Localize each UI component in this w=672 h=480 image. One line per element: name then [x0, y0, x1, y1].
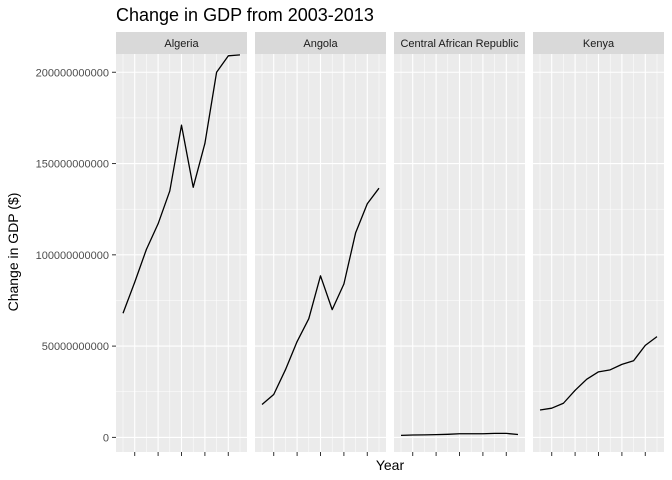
facet-panel-kenya: Kenya [533, 32, 664, 452]
y-axis-title: Change in GDP ($) [5, 193, 21, 312]
facet-strip-label: Algeria [164, 38, 199, 50]
facet-panel-angola: Angola [255, 32, 386, 452]
y-tick-label: 150000000000 [36, 159, 109, 171]
x-axis [134, 452, 646, 456]
facet-strip-label: Kenya [583, 38, 615, 50]
x-axis-title: Year [376, 457, 405, 473]
y-tick-label: 200000000000 [36, 67, 109, 79]
series-line-angola [261, 187, 380, 406]
facet-panel-algeria: Algeria [116, 32, 247, 452]
y-tick-label: 50000000000 [42, 341, 109, 353]
facet-strip-label: Central African Republic [400, 38, 519, 50]
facet-strip [255, 32, 386, 54]
facet-strip [116, 32, 247, 54]
facet-panels: Algeria Angola Central African Republic Ken… [116, 32, 664, 452]
y-tick-label: 0 [103, 432, 109, 444]
series-line-central-african-republic [400, 432, 519, 437]
facet-panel-central-african-republic: Central African Republic [394, 32, 525, 452]
series-line-algeria [122, 54, 241, 314]
facet-strip [394, 32, 525, 54]
chart-title: Change in GDP from 2003-2013 [116, 5, 374, 25]
y-tick-label: 100000000000 [36, 250, 109, 262]
facet-strip [533, 32, 664, 54]
y-axis: 0 50000000000 100000000000 150000000000 2000… [36, 67, 116, 444]
facet-strip-label: Angola [303, 38, 338, 50]
series-line-kenya [539, 336, 658, 411]
